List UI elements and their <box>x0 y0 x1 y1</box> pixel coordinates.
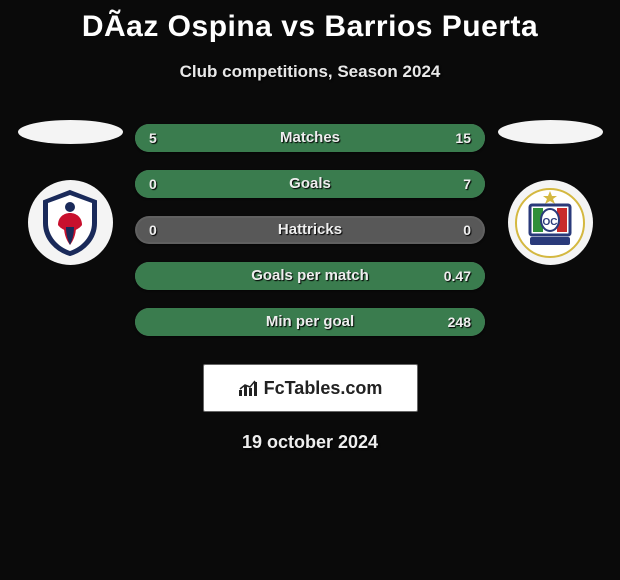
stat-label: Hattricks <box>135 216 485 244</box>
date-label: 19 october 2024 <box>0 432 620 453</box>
stat-value-right: 248 <box>448 308 471 336</box>
stat-value-left: 5 <box>149 124 157 152</box>
brand-text: FcTables.com <box>264 378 383 399</box>
stat-value-left: 0 <box>149 216 157 244</box>
brand-logo-box[interactable]: FcTables.com <box>203 364 418 412</box>
stats-column: Matches515Goals07Hattricks00Goals per ma… <box>135 124 485 336</box>
left-country-flag <box>18 120 123 144</box>
stat-label: Goals per match <box>135 262 485 290</box>
stat-label: Matches <box>135 124 485 152</box>
stat-bar-hattricks: Hattricks0 0 <box>135 216 485 244</box>
right-club-badge: OC <box>508 180 593 265</box>
left-club-badge <box>28 180 113 265</box>
stat-label: Min per goal <box>135 308 485 336</box>
stat-value-left: 0 <box>149 170 157 198</box>
stat-bar-goals-per-match: Goals per match0.47 <box>135 262 485 290</box>
stat-value-right: 0.47 <box>444 262 471 290</box>
stat-bar-matches: Matches5 15 <box>135 124 485 152</box>
stat-value-right: 7 <box>463 170 471 198</box>
stat-bar-min-per-goal: Min per goal248 <box>135 308 485 336</box>
left-player-col <box>10 124 130 265</box>
brand-logo: FcTables.com <box>238 378 383 399</box>
comparison-row: Matches515Goals07Hattricks00Goals per ma… <box>0 124 620 336</box>
once-caldas-badge-icon: OC <box>514 187 586 259</box>
right-country-flag <box>498 120 603 144</box>
stat-bar-goals: Goals0 7 <box>135 170 485 198</box>
fortaleza-badge-icon <box>34 187 106 259</box>
stat-value-right: 15 <box>455 124 471 152</box>
bar-chart-icon <box>238 379 260 397</box>
stat-value-right: 0 <box>463 216 471 244</box>
subtitle: Club competitions, Season 2024 <box>0 62 620 82</box>
page-title: DÃ­az Ospina vs Barrios Puerta <box>0 0 620 44</box>
svg-text:OC: OC <box>543 217 558 228</box>
stat-label: Goals <box>135 170 485 198</box>
right-player-col: OC <box>490 124 610 265</box>
